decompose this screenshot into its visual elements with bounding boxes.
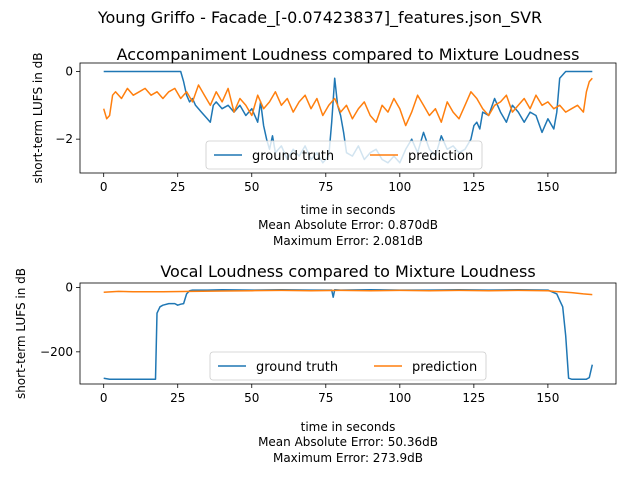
plot1-series-prediction [102,77,593,127]
plot1-x-tick-label: 150 [536,180,559,194]
plot1-title: Accompaniment Loudness compared to Mixtu… [117,45,580,64]
plot2-x-tick-label: 25 [170,391,185,405]
plot1-metric-line: Maximum Error: 2.081dB [273,234,423,248]
plot2-legend-label: prediction [412,360,477,375]
plot2-metric-line: Maximum Error: 273.9dB [273,451,423,465]
plot2-x-tick-label: 50 [244,391,259,405]
plot1-y-axis-label: short-term LUFS in dB [31,52,45,183]
plot1-x-tick-label: 50 [244,180,259,194]
plot1-axes-frame [79,62,617,174]
plot2-axes-frame [79,282,617,385]
plot2-legend-label: ground truth [256,360,338,375]
plot2-legend [209,351,487,381]
plot1-x-tick-label: 100 [388,180,411,194]
plot1-y-tick-label: −2 [55,132,73,146]
plot1-legend-label: ground truth [252,149,334,164]
plot2-metric-line: Mean Absolute Error: 50.36dB [258,435,438,449]
plot1-legend [205,140,483,170]
plot2-y-tick-label: 0 [65,281,73,295]
plot2-title: Vocal Loudness compared to Mixture Loudn… [160,262,535,281]
plot1-metric-line: Mean Absolute Error: 0.870dB [258,218,438,232]
plot2-y-tick-label: −200 [40,345,73,359]
plot2-series-prediction [103,289,593,296]
plot1-legend-label: prediction [408,149,473,164]
plot2-x-tick-label: 125 [462,391,485,405]
plot2-y-axis-label: short-term LUFS in dB [14,268,28,399]
plot2-x-tick-label: 0 [100,391,108,405]
plot2-x-tick-label: 75 [318,391,333,405]
plot1-x-tick-label: 0 [100,180,108,194]
plot2-x-tick-label: 100 [388,391,411,405]
plot1-x-axis-label: time in seconds [301,203,396,217]
figure-title: Young Griffo - Facade_[-0.07423837]_feat… [97,8,543,27]
plot2-x-axis-label: time in seconds [301,420,396,434]
plot1-x-tick-label: 25 [170,180,185,194]
plot1-y-tick-label: 0 [65,64,73,78]
plot2-x-tick-label: 150 [536,391,559,405]
plot1-x-tick-label: 75 [318,180,333,194]
plot1-x-tick-label: 125 [462,180,485,194]
